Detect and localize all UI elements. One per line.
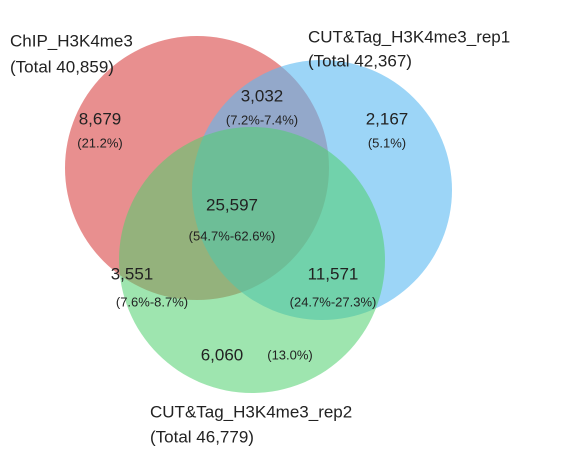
- set-label: CUT&Tag_H3K4me3_rep1: [308, 27, 510, 46]
- region-percent: (7.6%-8.7%): [116, 294, 188, 309]
- set-total: (Total 42,367): [308, 51, 412, 70]
- set-total: (Total 40,859): [10, 57, 114, 76]
- set-label: ChIP_H3K4me3: [10, 31, 133, 50]
- set-circle-rep2: [119, 127, 385, 393]
- region-count: 25,597: [206, 195, 258, 214]
- region-count: 2,167: [366, 109, 409, 128]
- region-count: 11,571: [308, 264, 359, 283]
- region-percent: (5.1%): [368, 135, 406, 150]
- region-percent: (54.7%-62.6%): [189, 228, 276, 243]
- region-count: 3,551: [111, 264, 154, 283]
- region-count: 6,060: [201, 345, 244, 364]
- set-label: CUT&Tag_H3K4me3_rep2: [150, 402, 352, 421]
- region-percent: (13.0%): [267, 347, 313, 362]
- region-percent: (24.7%-27.3%): [290, 294, 377, 309]
- region-percent: (21.2%): [77, 135, 123, 150]
- region-percent: (7.2%-7.4%): [226, 112, 298, 127]
- set-total: (Total 46,779): [150, 427, 254, 446]
- region-count: 3,032: [241, 86, 284, 105]
- region-count: 8,679: [79, 109, 122, 128]
